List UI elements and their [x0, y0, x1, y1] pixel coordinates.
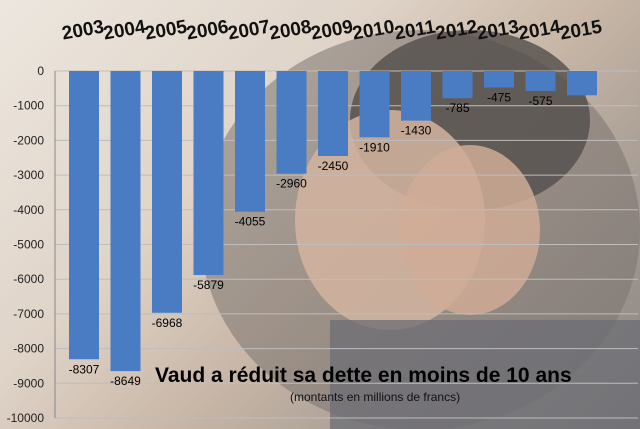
data-label-2004: -8649: [110, 374, 141, 388]
bar-2005: [152, 71, 182, 313]
y-tick-label: -6000: [13, 272, 44, 286]
y-tick-label: 0: [37, 64, 44, 78]
data-label-2012: -785: [445, 101, 469, 115]
category-label-2015: 2015: [558, 16, 604, 44]
category-label-2013: 2013: [475, 17, 520, 45]
y-tick-label: -7000: [13, 307, 44, 321]
bar-2013: [484, 71, 514, 88]
category-label-2012: 2012: [434, 17, 479, 45]
y-tick-label: -1000: [13, 99, 44, 113]
bar-2006: [193, 71, 224, 276]
category-label-2011: 2011: [393, 17, 438, 45]
bar-2014: [525, 71, 556, 91]
y-axis-ticks: 0 -1000 -2000 -3000 -4000 -5000 -6000 -7000 -800…: [7, 64, 45, 425]
data-label-2006: -5879: [193, 278, 224, 292]
data-label-2008: -2960: [276, 177, 307, 191]
data-label-2010: -1910: [359, 140, 390, 154]
chart-subtitle: (montants en millions de francs): [290, 390, 460, 404]
category-label-2008: 2008: [268, 17, 313, 45]
category-label-2006: 2006: [185, 17, 230, 45]
bar-2009: [318, 71, 348, 157]
y-tick-label: -9000: [13, 376, 44, 390]
data-label-2003: -8307: [69, 362, 100, 376]
bar-2004: [110, 71, 141, 372]
bar-2011: [401, 71, 431, 121]
chart-title: Vaud a réduit sa dette en moins de 10 an…: [155, 364, 572, 387]
bars: [69, 71, 597, 372]
y-tick-label: -8000: [13, 342, 44, 356]
data-label-2007: -4055: [235, 215, 266, 229]
data-labels: -8307 -8649 -6968 -5879 -4055 -2960 -2450 -1910…: [69, 90, 553, 388]
category-label-2003: 2003: [60, 17, 105, 45]
data-label-2013: -475: [487, 90, 511, 104]
category-label-2005: 2005: [143, 16, 189, 44]
bar-2007: [235, 71, 265, 212]
y-tick-label: -2000: [13, 133, 44, 147]
y-tick-label: -3000: [13, 168, 44, 182]
bar-2008: [276, 71, 307, 174]
bar-2010: [359, 71, 390, 138]
category-label-2007: 2007: [226, 17, 271, 45]
y-tick-label: -5000: [13, 238, 44, 252]
data-label-2009: -2450: [318, 159, 349, 173]
bar-2015: [567, 71, 597, 96]
category-label-2010: 2010: [351, 17, 396, 45]
data-label-2011: -1430: [401, 124, 432, 138]
y-tick-label: -4000: [13, 203, 44, 217]
data-label-2005: -6968: [152, 316, 183, 330]
bar-2012: [442, 71, 473, 99]
data-label-2014: -575: [528, 94, 552, 108]
x-axis-categories: 2003200420052006200720082009201020112012…: [60, 16, 604, 44]
category-label-2004: 2004: [102, 16, 148, 44]
bar-2003: [69, 71, 99, 360]
y-tick-label: -10000: [7, 411, 45, 425]
category-label-2009: 2009: [309, 17, 354, 45]
category-label-2014: 2014: [517, 16, 563, 44]
